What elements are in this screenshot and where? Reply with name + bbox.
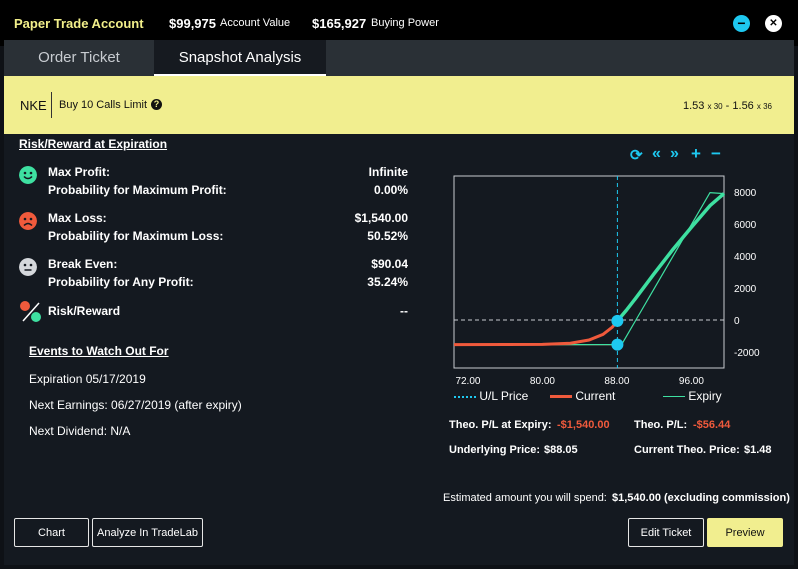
prob-any-profit-label: Probability for Any Profit:: [48, 275, 194, 289]
legend-expiry-label: Expiry: [688, 389, 722, 403]
current-series-line-profit: [616, 192, 726, 323]
current-theo-price-label: Current Theo. Price:: [634, 444, 740, 456]
prob-max-profit-value: 0.00%: [373, 183, 408, 197]
divider: [51, 92, 52, 118]
profit-loss-chart[interactable]: 8000 6000 4000 2000 0 -2000 72.00 80.00 88.00 96.…: [444, 164, 794, 394]
preview-button[interactable]: Preview: [707, 518, 783, 547]
ask-size: x 36: [756, 102, 772, 111]
underlying-price-value: $88.05: [544, 444, 578, 456]
theo-pl-expiry-label: Theo. P/L at Expiry:: [449, 419, 552, 431]
price-marker-current: [611, 314, 624, 327]
buying-power-label: Buying Power: [371, 17, 439, 29]
price-marker-expiry: [611, 338, 624, 351]
bid-ask-quote: 1.53 x 30 - 1.56 x 36: [683, 100, 772, 112]
estimate-value: $1,540.00 (excluding commission): [612, 492, 790, 504]
expiry-line-swatch: [663, 396, 685, 398]
x-tick-label: 88.00: [604, 376, 629, 387]
tab-bar: Order Ticket Snapshot Analysis: [4, 40, 794, 76]
account-header: Paper Trade Account $99,975 Account Valu…: [0, 0, 798, 46]
refresh-icon[interactable]: ⟳: [630, 147, 643, 164]
expiration-date: Expiration 05/17/2019: [29, 372, 146, 386]
help-icon[interactable]: ?: [151, 99, 162, 110]
next-earnings: Next Earnings: 06/27/2019 (after expiry): [29, 398, 242, 412]
tab-snapshot-analysis[interactable]: Snapshot Analysis: [154, 40, 326, 76]
analyze-in-tradelab-button[interactable]: Analyze In TradeLab: [92, 518, 203, 547]
y-tick-label: 6000: [734, 220, 757, 231]
edit-ticket-button[interactable]: Edit Ticket: [628, 518, 704, 547]
chart-button[interactable]: Chart: [14, 518, 89, 547]
next-dividend: Next Dividend: N/A: [29, 424, 131, 438]
risk-reward-icon: [20, 301, 41, 322]
y-tick-label: 2000: [734, 284, 757, 295]
x-tick-label: 96.00: [679, 376, 704, 387]
dotted-line-swatch: [454, 395, 476, 398]
account-value: $99,975: [169, 16, 216, 31]
zoom-in-icon[interactable]: +: [691, 144, 701, 163]
y-tick-label: -2000: [734, 348, 760, 359]
max-profit-label: Max Profit:: [48, 165, 111, 179]
prob-any-profit-value: 35.24%: [367, 275, 408, 289]
zoom-out-icon[interactable]: −: [711, 144, 721, 163]
quote-separator: -: [725, 100, 730, 112]
legend-underlying: U/L Price: [454, 389, 528, 403]
break-even-value: $90.04: [371, 257, 408, 271]
y-tick-label: 4000: [734, 252, 757, 263]
x-tick-label: 80.00: [530, 376, 555, 387]
max-profit-value: Infinite: [368, 165, 408, 179]
theo-pl-expiry-value: -$1,540.00: [557, 419, 610, 431]
events-title: Events to Watch Out For: [29, 344, 169, 358]
close-button[interactable]: ✕: [765, 15, 782, 32]
scroll-right-icon[interactable]: »: [670, 145, 679, 162]
legend-current-label: Current: [575, 389, 616, 403]
account-value-label: Account Value: [220, 17, 291, 29]
sad-face-icon: [19, 212, 37, 230]
risk-reward-title: Risk/Reward at Expiration: [19, 137, 168, 151]
estimate-label: Estimated amount you will spend:: [443, 492, 607, 504]
buying-power-value: $165,927: [312, 16, 367, 31]
plot-area: [453, 175, 725, 369]
order-summary-bar: NKE Buy 10 Calls Limit ? 1.53 x 30 - 1.5…: [4, 76, 794, 134]
current-series-line-loss: [453, 319, 619, 347]
legend-underlying-label: U/L Price: [479, 389, 529, 403]
risk-reward-label: Risk/Reward: [48, 304, 121, 318]
minimize-button[interactable]: −: [733, 15, 750, 32]
theo-pl-value: -$56.44: [693, 419, 731, 431]
account-name: Paper Trade Account: [14, 16, 144, 31]
current-line-swatch: [550, 395, 572, 399]
bid-size: x 30: [707, 102, 723, 111]
max-loss-value: $1,540.00: [354, 211, 408, 225]
max-loss-label: Max Loss:: [48, 211, 107, 225]
break-even-label: Break Even:: [48, 257, 118, 271]
risk-reward-value: --: [400, 304, 408, 318]
expiry-series-line: [454, 191, 725, 346]
prob-max-profit-label: Probability for Maximum Profit:: [48, 183, 227, 197]
current-theo-price-value: $1.48: [744, 444, 772, 456]
ticker-symbol: NKE: [20, 98, 47, 113]
scroll-left-icon[interactable]: «: [652, 145, 661, 162]
legend-expiry: Expiry: [663, 389, 722, 403]
underlying-price-label: Underlying Price:: [449, 444, 541, 456]
prob-max-loss-label: Probability for Maximum Loss:: [48, 229, 224, 243]
order-description: Buy 10 Calls Limit: [59, 99, 148, 111]
prob-max-loss-value: 50.52%: [367, 229, 408, 243]
smiley-face-icon: [19, 166, 37, 184]
theo-pl-label: Theo. P/L:: [634, 419, 688, 431]
snapshot-panel: Risk/Reward at Expiration Max Profit: In…: [4, 134, 794, 565]
neutral-face-icon: [19, 258, 37, 276]
ask-price: 1.56: [732, 100, 754, 112]
tab-order-ticket[interactable]: Order Ticket: [4, 40, 154, 76]
legend-current: Current: [550, 389, 615, 403]
x-tick-label: 72.00: [455, 376, 480, 387]
y-tick-label: 8000: [734, 188, 757, 199]
y-tick-label: 0: [734, 316, 740, 327]
bid-price: 1.53: [682, 100, 705, 112]
